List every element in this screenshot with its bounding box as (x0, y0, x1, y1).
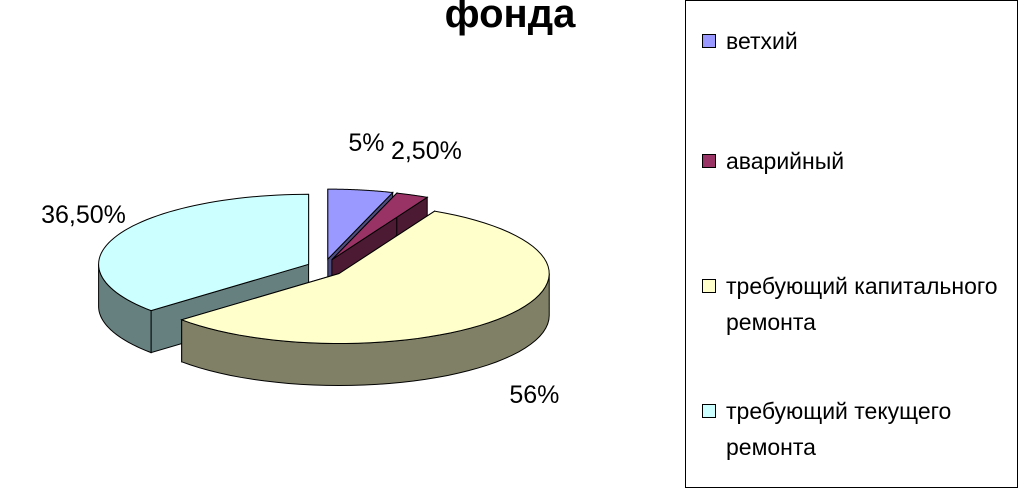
legend-label: ветхий (726, 28, 798, 54)
slice-top (98, 193, 310, 312)
data-label: 5% (348, 129, 384, 157)
slice (180, 210, 550, 387)
legend-entry: аварийный (702, 143, 1012, 179)
legend-swatch (702, 279, 716, 293)
legend-swatch (702, 34, 716, 48)
data-label: 36,50% (41, 201, 126, 229)
legend-label: аварийный (726, 148, 845, 174)
legend: ветхий аварийный требующий капитального ре… (685, 0, 1018, 488)
plot: 5% 2,50% 56% 36,50% (41, 129, 559, 409)
legend-entry: требующий текущего ремонта (702, 393, 1012, 465)
legend-entry: требующий капитального ремонта (702, 268, 1012, 340)
legend-label: требующий капитального ремонта (726, 273, 998, 335)
slice-top (327, 188, 394, 261)
data-label: 56% (509, 381, 559, 409)
legend-entry: ветхий (702, 23, 1012, 59)
slice-top (180, 210, 550, 344)
slice-top (331, 192, 429, 261)
legend-label: требующий текущего ремонта (726, 398, 952, 460)
chart-title: фонда (444, 0, 576, 36)
legend-swatch (702, 404, 716, 418)
data-label: 2,50% (391, 137, 462, 165)
legend-swatch (702, 154, 716, 168)
